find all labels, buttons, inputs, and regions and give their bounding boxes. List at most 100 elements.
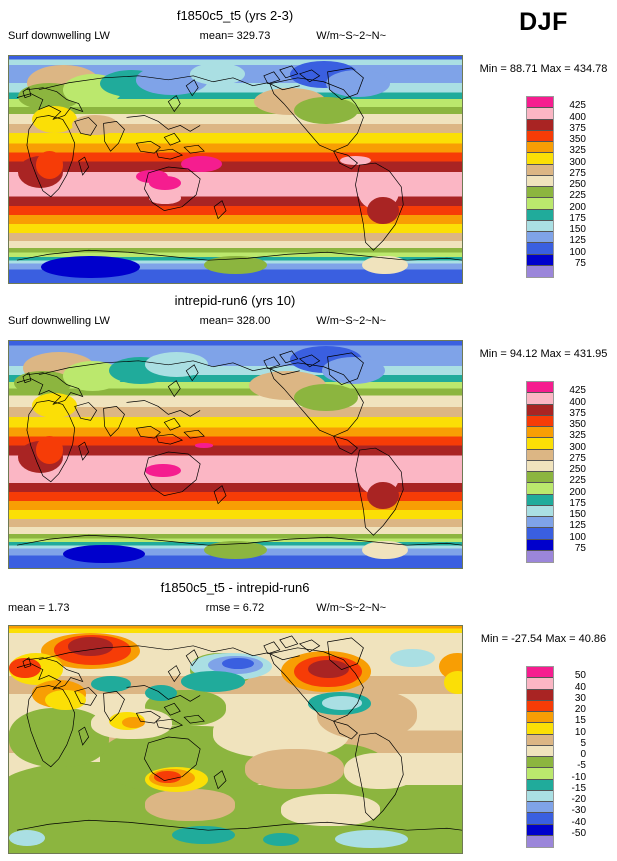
panel-subheader: Surf downwelling LW mean= 329.73 W/m~S~2… (0, 30, 470, 44)
colorbar-band (527, 550, 553, 562)
colorbar-tick-label: -5 (577, 760, 586, 772)
colorbar-band (527, 97, 553, 109)
colorbar-band (527, 449, 553, 461)
colorbar-tick-label: 125 (569, 520, 586, 532)
colorbar-tick-label: 200 (569, 201, 586, 213)
colorbar-band (527, 108, 553, 120)
variable-label: Surf downwelling LW (8, 30, 110, 42)
anomaly-blob (90, 675, 132, 692)
colorbar-band (527, 265, 553, 277)
colorbar-tick-label: 125 (569, 235, 586, 247)
minmax-label-mid: Min = 94.12 Max = 431.95 (479, 348, 608, 360)
anomaly-blob (36, 436, 64, 464)
colorbar-tick-label: -15 (571, 782, 586, 794)
coastline-overlay (9, 56, 462, 283)
colorbar-band (527, 119, 553, 131)
colorbar-band (527, 130, 553, 142)
colorbar-band (527, 243, 553, 255)
colorbar-tick-label: 15 (574, 715, 586, 727)
colorbar-band (527, 835, 553, 847)
anomaly-blob (149, 192, 182, 204)
anomaly-blob (9, 830, 46, 847)
colorbar-band (527, 802, 553, 814)
colorbar-tick-label: -50 (571, 827, 586, 839)
map-canvas (9, 56, 462, 283)
coastline-overlay (9, 626, 462, 853)
colorbar-band (527, 483, 553, 495)
colorbar-tick-label: 20 (574, 704, 586, 715)
colorbar-band (527, 723, 553, 735)
colorbar-top[interactable] (526, 96, 554, 278)
colorbar-tick-label: 425 (569, 385, 586, 397)
anomaly-blob (362, 540, 408, 559)
panel-subheader: mean = 1.73 rmse = 6.72 W/m~S~2~N~ (0, 602, 470, 616)
colorbar-tick-label: 50 (574, 670, 586, 682)
colorbar-tick-label: 300 (569, 441, 586, 453)
colorbar-band (527, 745, 553, 757)
coastline-overlay (9, 341, 462, 568)
minmax-label-top: Min = 88.71 Max = 434.78 (479, 63, 608, 75)
colorbar-tick-label: 100 (569, 531, 586, 543)
anomaly-blob (294, 96, 358, 125)
map-plot-diff[interactable] (8, 625, 463, 854)
units-label: W/m~S~2~N~ (316, 602, 386, 614)
map-plot-mid[interactable] (8, 340, 463, 569)
panel-mid: intrepid-run6 (yrs 10) Surf downwelling … (0, 285, 607, 570)
anomaly-blob (181, 671, 245, 692)
anomaly-blob (262, 832, 299, 847)
colorbar-band (527, 505, 553, 517)
anomaly-blob (321, 696, 363, 710)
colorbar-band (527, 427, 553, 439)
anomaly-blob (181, 155, 222, 172)
colorbar-tick-label: -20 (571, 794, 586, 805)
colorbar-mid[interactable] (526, 381, 554, 563)
anomaly-blob (362, 255, 408, 274)
colorbar-band (527, 164, 553, 176)
colorbar-diff[interactable] (526, 666, 554, 848)
panel-diff: f1850c5_t5 - intrepid-run6 mean = 1.73 r… (0, 570, 606, 861)
colorbar-tick-label: -10 (571, 771, 586, 783)
map-plot-top[interactable] (8, 55, 463, 284)
colorbar-tick-label: 225 (569, 475, 586, 487)
colorbar-tick-label: 275 (569, 452, 586, 464)
anomaly-blob (13, 370, 73, 396)
colorbar-band (527, 528, 553, 540)
colorbar-tick-label: 175 (569, 212, 586, 224)
colorbar-band (527, 813, 553, 825)
panel-title: f1850c5_t5 - intrepid-run6 (160, 580, 310, 595)
colorbar-band (527, 460, 553, 472)
colorbar-tick-label: 30 (574, 692, 586, 704)
colorbar-band (527, 404, 553, 416)
colorbar-tick-label: 75 (574, 542, 586, 554)
colorbar-tick-label: 0 (580, 749, 586, 760)
colorbar-tick-label: 5 (580, 737, 586, 749)
anomaly-blob (40, 255, 141, 279)
anomaly-blob (144, 789, 236, 822)
colorbar-tick-label: -30 (571, 805, 586, 817)
map-canvas (9, 341, 462, 568)
anomaly-blob (203, 255, 268, 274)
colorbar-tick-label: -40 (571, 816, 586, 828)
anomaly-blob (45, 689, 86, 710)
colorbar-tick-label: 350 (569, 419, 586, 430)
anomaly-blob (144, 463, 182, 478)
colorbar-tick-label: 275 (569, 167, 586, 179)
anomaly-blob (153, 771, 182, 783)
minmax-label-diff: Min = -27.54 Max = 40.86 (480, 633, 607, 645)
anomaly-blob (339, 155, 372, 165)
colorbar-tick-label: 40 (574, 681, 586, 693)
colorbar-band (527, 393, 553, 405)
map-canvas (9, 626, 462, 853)
anomaly-blob (194, 443, 213, 448)
colorbar-band (527, 700, 553, 712)
colorbar-band (527, 415, 553, 427)
colorbar-tick-label: 175 (569, 497, 586, 509)
anomaly-blob (294, 384, 358, 412)
colorbar-band (527, 712, 553, 724)
colorbar-band (527, 790, 553, 802)
units-label: W/m~S~2~N~ (316, 30, 386, 42)
colorbar-tick-label: 150 (569, 509, 586, 520)
colorbar-band (527, 678, 553, 690)
colorbar-tick-label: 100 (569, 246, 586, 258)
anomaly-blob (172, 825, 236, 844)
